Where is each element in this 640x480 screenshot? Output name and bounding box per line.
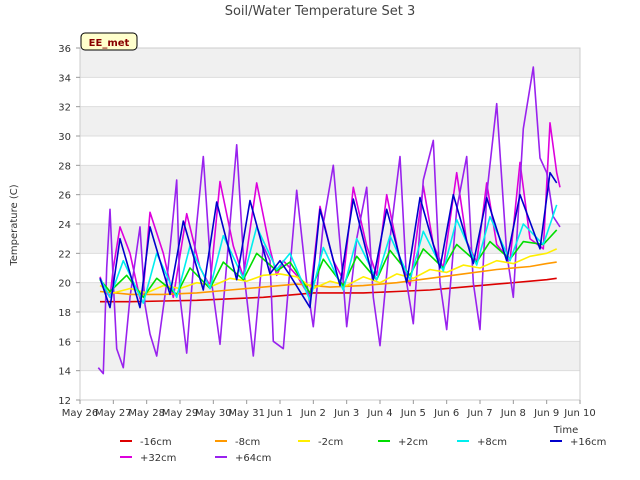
chart-title: Soil/Water Temperature Set 3 — [225, 4, 416, 19]
plot-band — [80, 370, 580, 400]
legend-label: +2cm — [398, 437, 428, 448]
y-tick-label: 22 — [58, 249, 71, 260]
x-tick-label: Jun 8 — [500, 408, 526, 419]
legend-label: -2cm — [318, 437, 343, 448]
x-tick-label: Jun 6 — [433, 408, 459, 419]
y-tick-label: 24 — [58, 220, 71, 231]
plot-band — [80, 341, 580, 371]
legend-item: +8cm — [457, 437, 507, 448]
x-tick-label: Jun 10 — [563, 408, 596, 419]
plot-band — [80, 136, 580, 166]
plot-band — [80, 77, 580, 107]
legend-item: +2cm — [378, 437, 428, 448]
series-lines — [97, 66, 561, 375]
legend-label: +64cm — [235, 453, 271, 464]
y-axis-ticks: 12 14 16 18 20 22 24 26 28 30 32 34 36 — [58, 44, 80, 407]
y-tick-label: 26 — [58, 191, 71, 202]
x-tick-label: Jun 7 — [466, 408, 492, 419]
y-tick-label: 16 — [58, 337, 71, 348]
y-tick-label: 30 — [58, 132, 71, 143]
series-line--2cm — [99, 248, 558, 294]
x-tick-label: May 30 — [195, 408, 232, 419]
x-tick-label: May 29 — [162, 408, 199, 419]
x-tick-label: May 31 — [228, 408, 265, 419]
legend: -16cm +32cm -8cm +64cm -2cm +2cm +8cm +16cm — [120, 437, 606, 464]
y-tick-label: 34 — [58, 73, 71, 84]
legend-item: +32cm — [120, 453, 176, 464]
badge-box — [80, 32, 138, 51]
y-axis-label: Temperature (C) — [9, 184, 20, 266]
legend-label: -8cm — [235, 437, 260, 448]
x-tick-label: Jun 2 — [300, 408, 326, 419]
series-line-+2cm — [99, 229, 558, 299]
series-line-+8cm — [99, 204, 558, 305]
plot-band — [80, 106, 580, 136]
y-tick-label: 12 — [58, 396, 71, 407]
legend-label: +16cm — [570, 437, 606, 448]
x-tick-label: Jun 4 — [366, 408, 392, 419]
legend-item: +16cm — [550, 437, 606, 448]
x-tick-label: May 26 — [62, 408, 99, 419]
legend-item: +64cm — [215, 453, 271, 464]
x-tick-label: Jun 3 — [333, 408, 359, 419]
x-tick-label: May 27 — [95, 408, 132, 419]
y-tick-label: 36 — [58, 44, 71, 55]
legend-item: -8cm — [215, 437, 260, 448]
legend-item: -16cm — [120, 437, 172, 448]
x-tick-label: May 28 — [128, 408, 165, 419]
plot-band — [80, 48, 580, 78]
x-tick-label: Jun 1 — [266, 408, 292, 419]
legend-label: -16cm — [140, 437, 172, 448]
station-badge: EE_met — [80, 32, 138, 51]
series-line--8cm — [99, 261, 557, 296]
badge-label: EE_met — [89, 38, 130, 49]
x-tick-label: Jun 5 — [400, 408, 426, 419]
y-tick-label: 14 — [58, 367, 71, 378]
legend-label: +8cm — [477, 437, 507, 448]
plot-band — [80, 194, 580, 224]
y-tick-label: 20 — [58, 279, 71, 290]
y-tick-label: 18 — [58, 308, 71, 319]
series-line--16cm — [100, 277, 557, 303]
plot-band — [80, 312, 580, 342]
x-tick-label: Jun 9 — [533, 408, 559, 419]
legend-item: -2cm — [298, 437, 343, 448]
y-tick-label: 32 — [58, 103, 71, 114]
legend-label: +32cm — [140, 453, 176, 464]
series-line-+32cm — [99, 122, 561, 300]
series-line-+16cm — [99, 171, 558, 309]
x-axis-label: Time — [553, 425, 578, 436]
y-tick-label: 28 — [58, 161, 71, 172]
